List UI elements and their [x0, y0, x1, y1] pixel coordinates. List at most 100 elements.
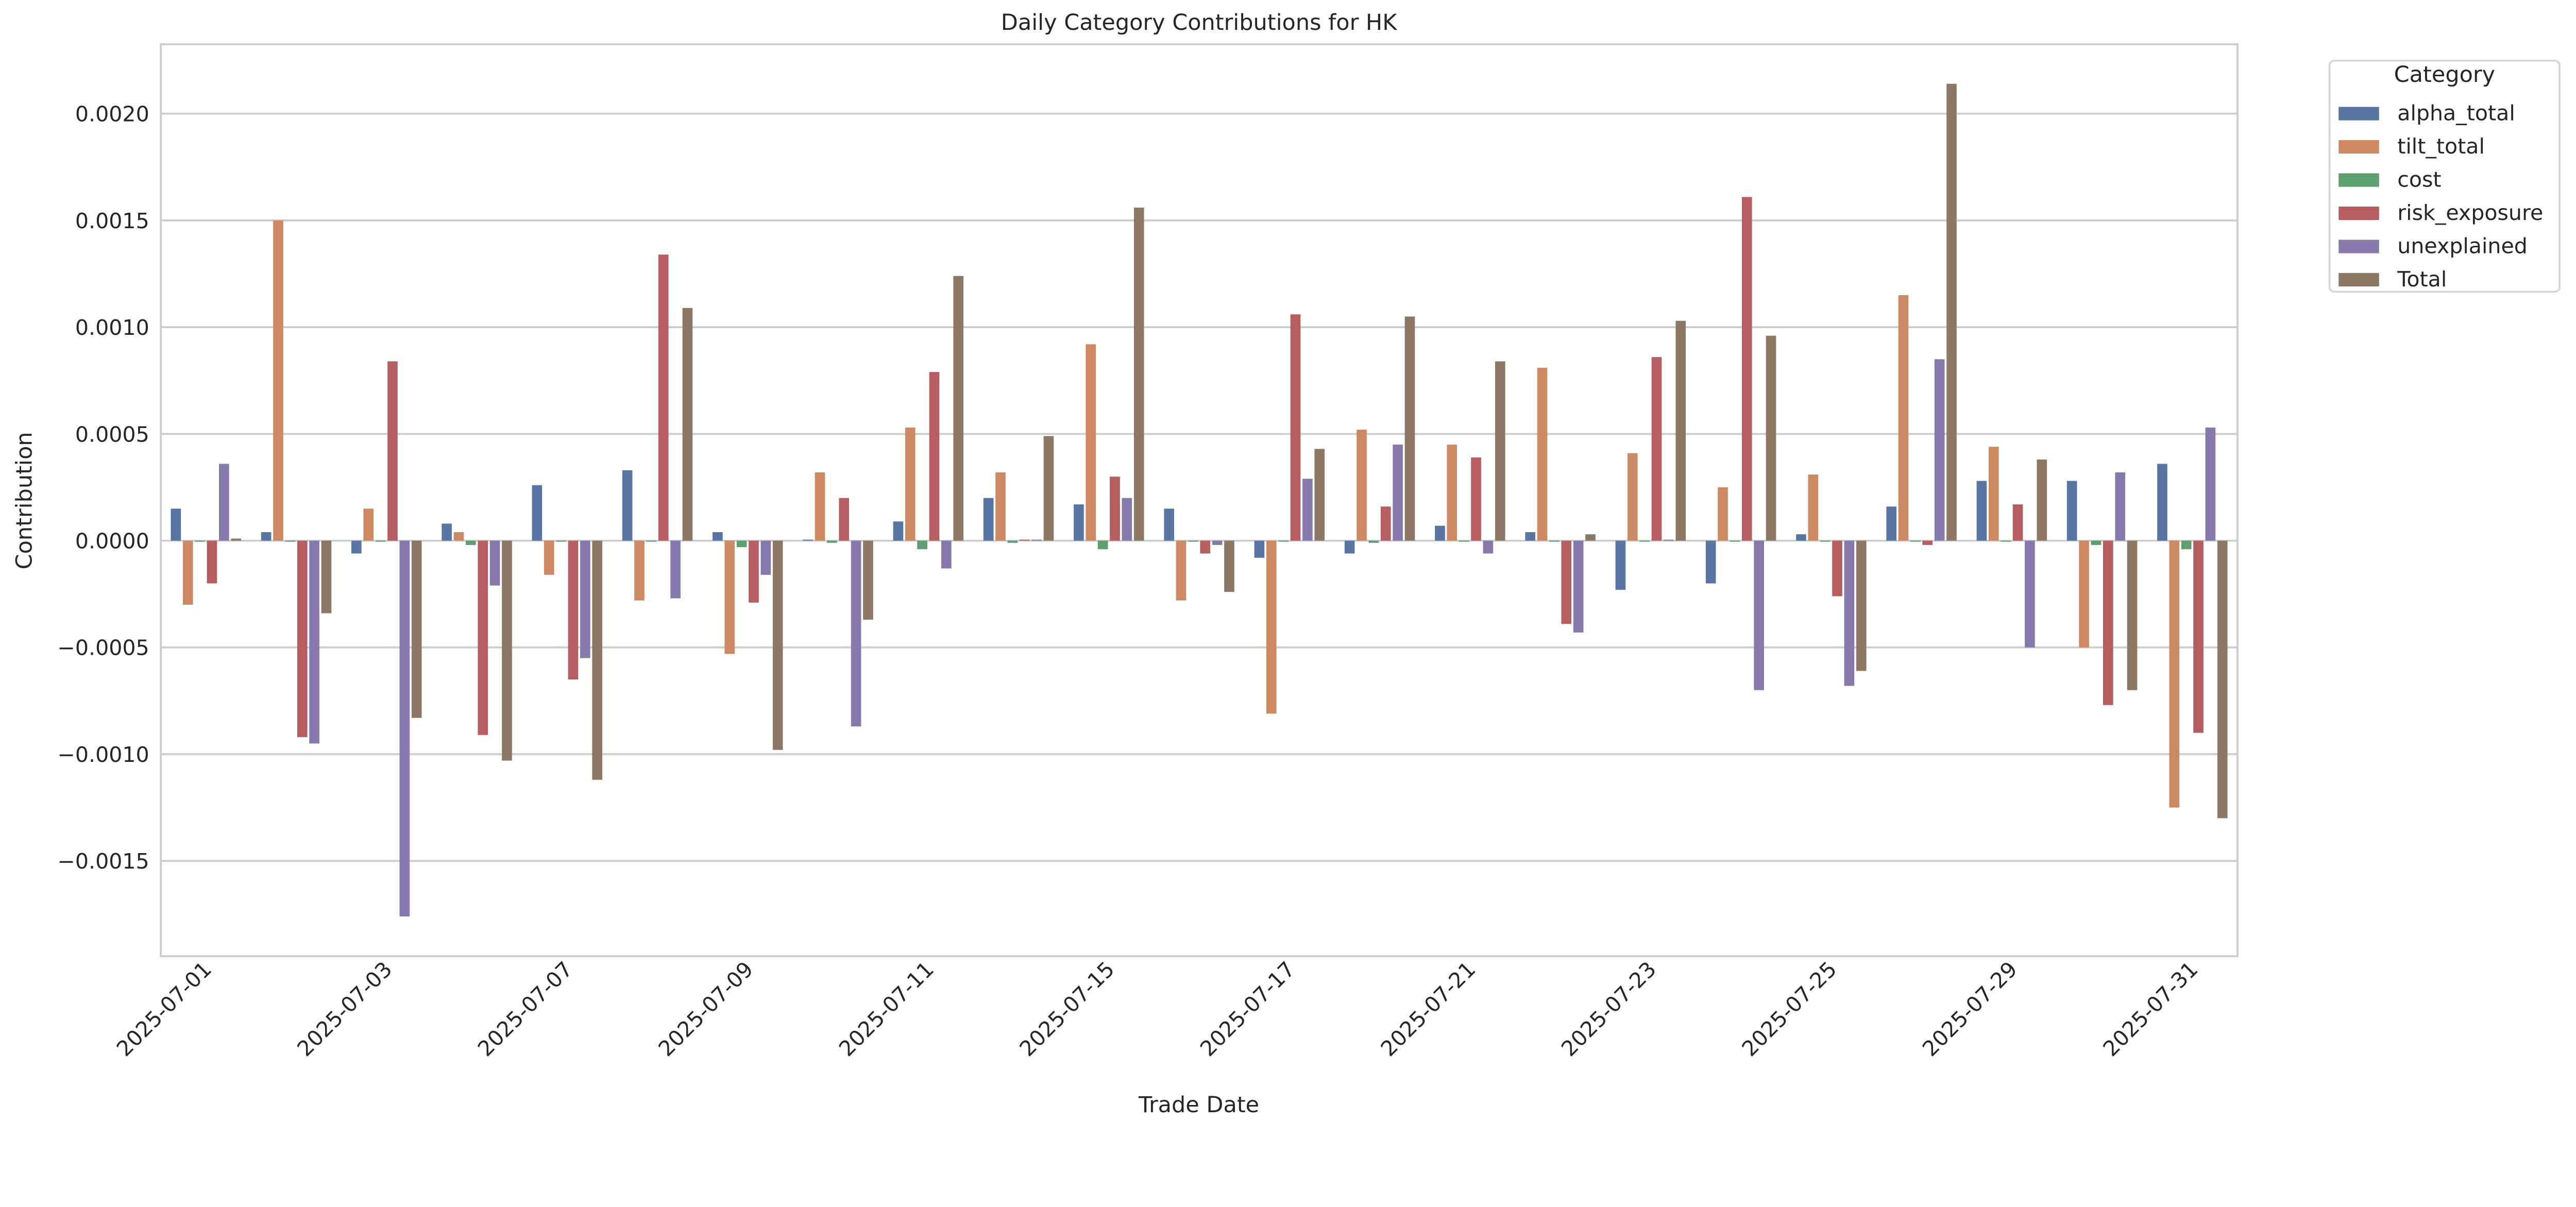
bar-alpha_total	[532, 485, 543, 541]
bar-unexplained	[219, 464, 229, 541]
bar-alpha_total	[442, 523, 452, 541]
bar-alpha_total	[713, 532, 723, 541]
bar-Total	[2217, 540, 2228, 819]
y-tick-label: −0.0005	[57, 636, 149, 660]
bar-tilt_total	[1808, 474, 1819, 541]
bar-Total	[231, 538, 242, 541]
bar-tilt_total	[1898, 295, 1909, 541]
bar-Total	[953, 276, 964, 541]
bar-alpha_total	[1344, 540, 1355, 554]
bar-risk_exposure	[568, 540, 579, 679]
bar-unexplained	[2205, 427, 2216, 541]
bar-alpha_total	[351, 540, 362, 554]
bar-tilt_total	[1988, 447, 1999, 541]
bar-unexplained	[2115, 472, 2125, 541]
legend-title: Category	[2394, 62, 2495, 88]
bar-unexplained	[399, 540, 410, 916]
bar-unexplained	[670, 540, 681, 599]
chart-title: Daily Category Contributions for HK	[1001, 10, 1398, 36]
legend-label-Total: Total	[2397, 267, 2447, 292]
bar-Total	[1314, 449, 1325, 541]
bar-alpha_total	[171, 508, 181, 541]
legend-swatch-tilt_total	[2338, 140, 2379, 154]
legend-label-cost: cost	[2397, 167, 2441, 192]
bar-cost	[827, 540, 837, 543]
bar-tilt_total	[1266, 540, 1277, 714]
x-tick-label: 2025-07-01	[112, 957, 216, 1061]
bar-cost	[1278, 540, 1289, 542]
bar-cost	[195, 540, 205, 542]
bar-cost	[646, 540, 657, 542]
bar-risk_exposure	[658, 254, 669, 541]
bar-alpha_total	[1615, 540, 1626, 590]
bar-unexplained	[1934, 359, 1945, 541]
bar-unexplained	[1754, 540, 1764, 690]
bar-tilt_total	[1718, 487, 1728, 541]
bar-risk_exposure	[297, 540, 308, 737]
bar-Total	[2037, 460, 2047, 541]
bar-alpha_total	[1525, 532, 1535, 541]
bar-risk_exposure	[1200, 540, 1211, 554]
bar-alpha_total	[1886, 506, 1896, 541]
bar-cost	[1097, 540, 1108, 550]
bar-unexplained	[941, 540, 952, 569]
x-tick-label: 2025-07-25	[1737, 957, 1842, 1061]
bar-risk_exposure	[207, 540, 217, 584]
bar-cost	[736, 540, 747, 547]
bar-unexplained	[1122, 498, 1132, 541]
bar-cost	[1820, 540, 1831, 542]
bar-Total	[502, 540, 512, 761]
bar-risk_exposure	[1832, 540, 1842, 597]
bar-tilt_total	[2169, 540, 2180, 808]
bar-Total	[1133, 208, 1144, 541]
bar-cost	[1368, 540, 1379, 543]
bar-tilt_total	[995, 472, 1006, 541]
bar-alpha_total	[2157, 464, 2167, 541]
y-tick-label: −0.0010	[57, 742, 149, 767]
legend-label-risk_exposure: risk_exposure	[2397, 200, 2543, 225]
x-tick-label: 2025-07-29	[1918, 957, 2022, 1061]
bar-cost	[1730, 540, 1740, 542]
bar-risk_exposure	[2103, 540, 2113, 705]
bar-Total	[411, 540, 422, 718]
bar-Total	[1675, 320, 1686, 541]
bar-unexplained	[1483, 540, 1494, 554]
y-axis-label: Contribution	[12, 432, 38, 570]
bar-risk_exposure	[1290, 314, 1301, 541]
bar-tilt_total	[1086, 344, 1096, 541]
bar-risk_exposure	[1561, 540, 1572, 624]
bar-risk_exposure	[1741, 197, 1752, 541]
bar-risk_exposure	[1922, 540, 1933, 545]
y-tick-label: 0.0000	[75, 529, 149, 554]
bar-Total	[1495, 361, 1505, 541]
bar-Total	[1856, 540, 1867, 671]
bar-risk_exposure	[1110, 477, 1120, 541]
bar-tilt_total	[1357, 430, 1367, 541]
bar-risk_exposure	[1651, 357, 1662, 541]
bar-Total	[772, 540, 783, 750]
bar-risk_exposure	[749, 540, 759, 603]
bar-tilt_total	[363, 508, 374, 541]
x-tick-label: 2025-07-07	[473, 957, 578, 1061]
legend-swatch-cost	[2338, 173, 2379, 187]
bar-alpha_total	[1074, 504, 1084, 541]
bar-Total	[2127, 540, 2138, 690]
bar-alpha_total	[803, 539, 813, 541]
bar-alpha_total	[893, 521, 904, 541]
bar-unexplained	[2025, 540, 2035, 648]
bar-Total	[1224, 540, 1234, 592]
x-tick-label: 2025-07-17	[1195, 957, 1300, 1061]
plot-frame	[160, 43, 2239, 957]
bar-tilt_total	[182, 540, 193, 605]
bar-unexplained	[309, 540, 319, 744]
bar-tilt_total	[1537, 367, 1548, 541]
bar-cost	[556, 540, 566, 542]
y-tick-label: 0.0020	[75, 102, 149, 127]
bar-cost	[1188, 540, 1198, 542]
bar-Total	[863, 540, 873, 620]
bar-chart: −0.0015 −0.0010 −0.0005 0.0000 0.0005 0.0010 0…	[12, 10, 2561, 1118]
bar-tilt_total	[2079, 540, 2089, 648]
bar-Total	[682, 308, 693, 541]
